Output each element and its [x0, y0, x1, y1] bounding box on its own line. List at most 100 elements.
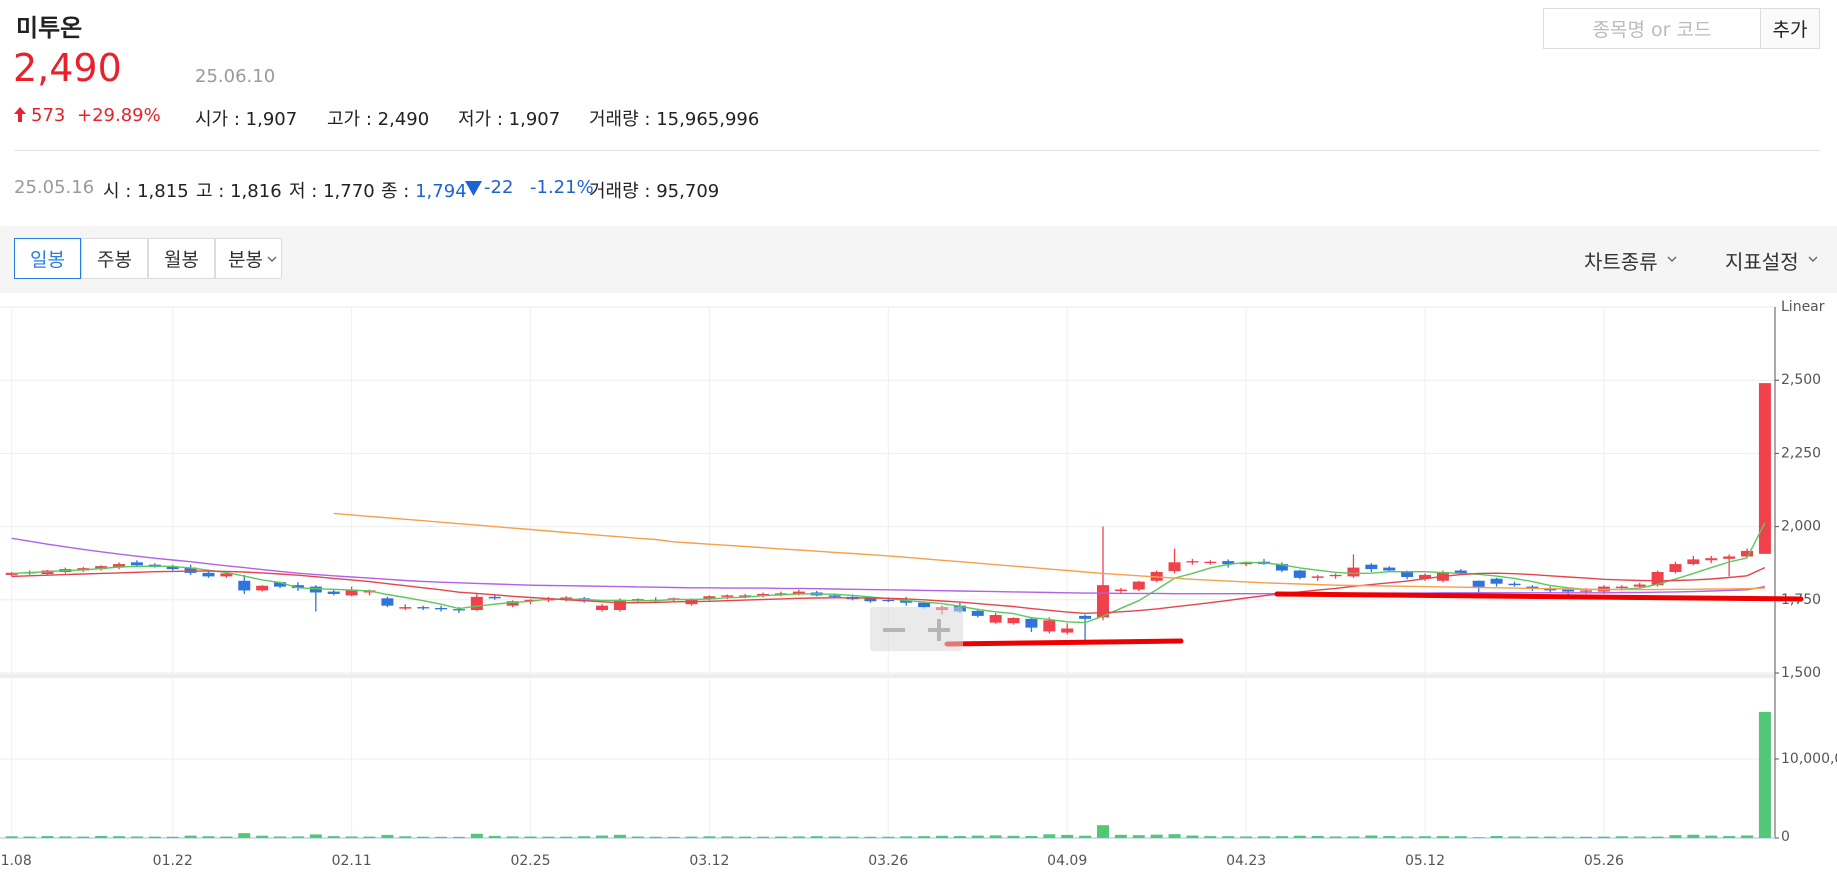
stat-value: 1,794: [415, 181, 467, 202]
x-tick-label: 04.09: [1047, 853, 1087, 869]
candle-body: [1383, 567, 1396, 571]
volume-bar: [1723, 836, 1736, 838]
volume-bar: [1150, 834, 1163, 838]
volume-bar: [220, 836, 233, 838]
volume-bar: [810, 836, 823, 838]
candle-body: [1025, 618, 1038, 628]
menu[interactable]: 지표설정: [1725, 250, 1799, 274]
candle-body: [774, 593, 787, 595]
candle-body: [1615, 586, 1628, 589]
volume-bar: [1419, 836, 1432, 838]
volume-bar: [1436, 836, 1449, 838]
separator: :: [365, 109, 372, 130]
x-tick-label: 02.25: [510, 853, 550, 869]
period-tab[interactable]: 주봉: [81, 238, 148, 279]
stat: 시가 : 1,907: [195, 105, 297, 131]
period-tab[interactable]: 분봉: [215, 238, 282, 279]
drawn-annotations: [944, 591, 1804, 647]
volume-bar: [578, 836, 591, 838]
volume-bar: [1096, 825, 1109, 838]
stat-label: 종: [381, 181, 398, 202]
volume-bar: [721, 836, 734, 838]
candle-body: [309, 586, 322, 593]
volume-bar: [524, 836, 537, 838]
volume-bar: [1580, 836, 1593, 838]
separator: :: [311, 181, 318, 202]
candle-body: [1758, 383, 1771, 554]
candle-body: [524, 599, 537, 602]
volume-bar: [113, 836, 126, 838]
zoom-control[interactable]: [870, 607, 963, 651]
add-button[interactable]: 추가: [1760, 8, 1820, 49]
candle-body: [739, 595, 752, 597]
candle-body: [1347, 567, 1360, 577]
candle-body: [721, 595, 734, 597]
stat: 고가 : 2,490: [327, 105, 429, 131]
divider: [14, 150, 1820, 151]
chevron: [1667, 256, 1677, 262]
volume-bar: [41, 836, 54, 838]
volume-bar: [1311, 835, 1324, 838]
volume-bar: [417, 836, 430, 838]
candle-body: [1472, 580, 1485, 587]
stat-label: 고가: [327, 109, 361, 130]
volume-bar: [345, 836, 358, 838]
candle-body: [291, 585, 304, 589]
candle-body: [1401, 571, 1414, 577]
volume-bar: [1544, 836, 1557, 838]
candle-body: [1240, 562, 1253, 565]
candle-body: [864, 598, 877, 602]
stat-label: 저가: [458, 109, 492, 130]
volume-bar: [1258, 836, 1270, 838]
candle-body: [202, 572, 215, 577]
chevron: [267, 256, 277, 262]
candle-body: [220, 573, 233, 577]
period-tab[interactable]: 월봉: [148, 238, 215, 279]
candle-body: [435, 607, 448, 610]
volume-bar: [703, 836, 716, 838]
separator: :: [496, 109, 503, 130]
stat-value: 1,770: [323, 181, 375, 202]
volume-bar: [1061, 834, 1074, 838]
candle-body: [345, 589, 358, 596]
candle-body: [399, 607, 412, 609]
y-tick-label: 1,500: [1781, 665, 1821, 681]
search-input[interactable]: 종목명 or 코드: [1543, 8, 1761, 49]
candle-body: [238, 580, 251, 591]
candle-body: [5, 572, 18, 575]
candle-body: [1687, 559, 1700, 565]
menu[interactable]: 차트종류: [1584, 250, 1658, 274]
volume-bar: [184, 835, 197, 838]
candle-body: [1741, 550, 1754, 557]
volume-bar: [667, 836, 680, 838]
up-arrow: [14, 107, 26, 122]
volume-bar: [1597, 836, 1610, 838]
volume-bar: [95, 835, 108, 838]
separator: :: [218, 181, 225, 202]
candle-body: [1419, 574, 1432, 579]
period-tab[interactable]: 일봉: [14, 238, 81, 279]
volume-bar: [900, 836, 913, 838]
candle-body: [1311, 576, 1324, 578]
chevron: [1808, 256, 1818, 262]
stat: 거래량 : 15,965,996: [589, 105, 759, 131]
volume-bar: [1275, 836, 1288, 838]
volume-bar: [470, 833, 483, 838]
candle-body: [381, 598, 394, 606]
candle-body: [1669, 564, 1682, 572]
volume-bar: [1025, 835, 1038, 838]
candle-body: [1705, 558, 1718, 561]
separator: :: [403, 181, 410, 202]
x-tick-label: 04.23: [1226, 853, 1266, 869]
candle-body: [1079, 615, 1092, 619]
candle-body: [828, 595, 841, 597]
stat: 저가 : 1,907: [458, 105, 560, 131]
y-tick-label: 2,000: [1781, 519, 1821, 535]
candle-body: [1723, 556, 1736, 559]
candle-body: [452, 609, 465, 611]
volume-bar: [488, 835, 501, 838]
candle-body: [900, 600, 913, 603]
hover-change-rate: -1.21%: [530, 177, 594, 198]
stock-name: 미투온: [16, 14, 83, 42]
volume-bar: [506, 836, 519, 838]
